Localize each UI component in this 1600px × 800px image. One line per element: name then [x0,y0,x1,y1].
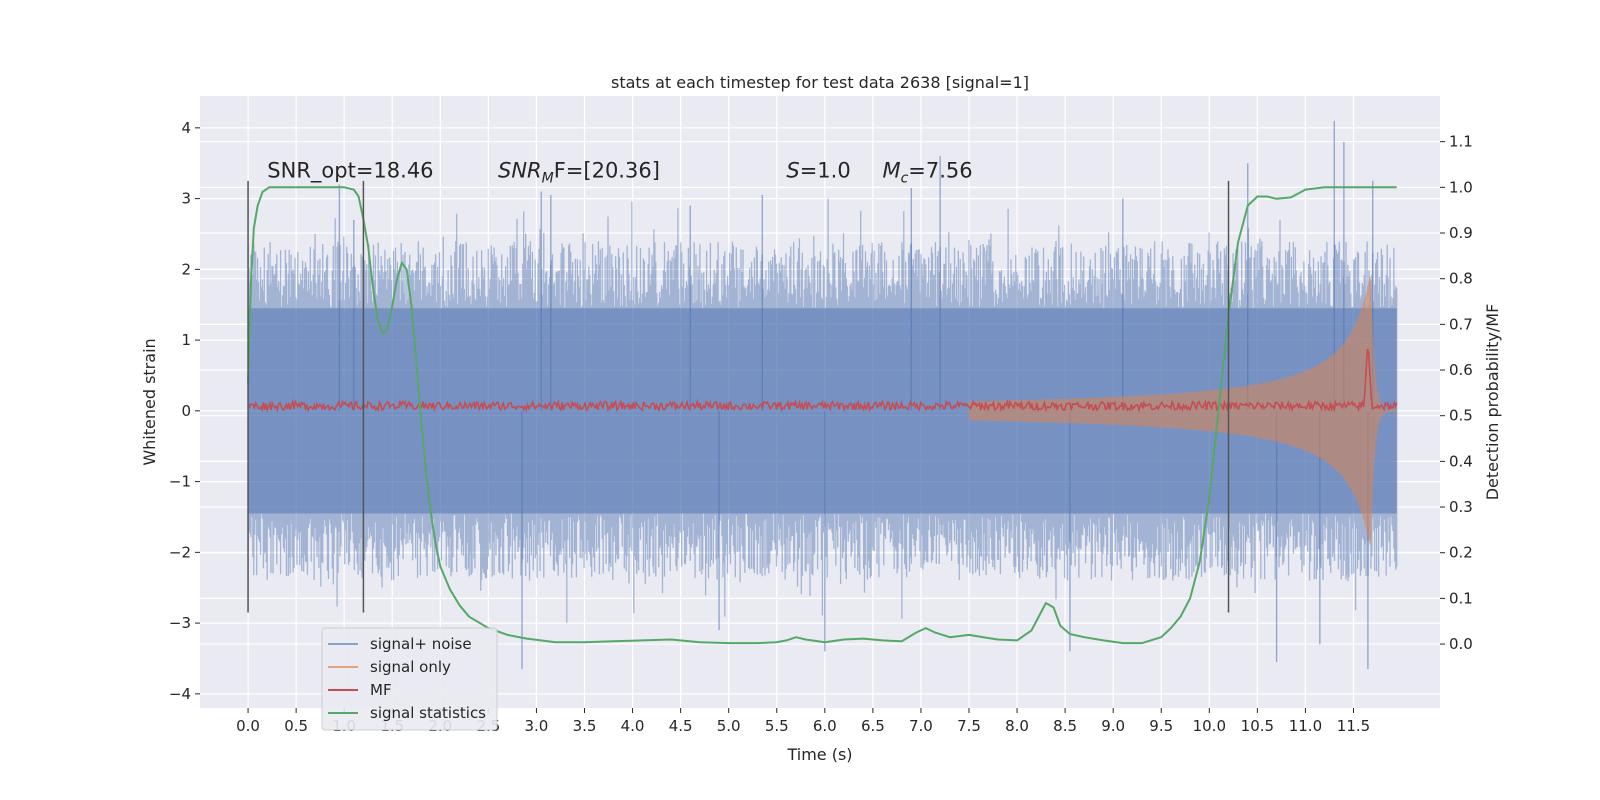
y-right-tick-label: 1.0 [1449,178,1473,196]
annotation-symbol: M [882,158,900,182]
x-tick-label: 5.0 [717,717,741,735]
x-tick-label: 11.0 [1289,717,1322,735]
x-tick-label: 8.5 [1053,717,1077,735]
y-tick-label: 2 [181,260,191,278]
x-tick-label: 6.0 [813,717,837,735]
y-right-tick-label: 0.6 [1449,361,1473,379]
x-tick-label: 6.5 [861,717,885,735]
annotations: SNR_opt=18.46 SNRMF=[20.36] S=1.0 Mc=7.56 [267,158,972,186]
y-right-tick-label: 0.2 [1449,544,1473,562]
plot-content [247,120,1398,670]
x-tick-label: 7.5 [957,717,981,735]
y-tick-label: −1 [169,473,191,491]
annotation-symbol: SNR [498,158,542,182]
x-tick-label: 10.5 [1241,717,1274,735]
y-tick-label: −2 [169,543,191,561]
y-axis-title: Whitened strain [140,338,159,465]
x-tick-label: 3.0 [525,717,549,735]
y-right-tick-label: 1.1 [1449,133,1473,151]
x-tick-label: 0.0 [236,717,260,735]
legend-label: signal statistics [370,704,486,722]
x-tick-label: 4.5 [669,717,693,735]
x-tick-label: 4.0 [621,717,645,735]
x-axis-title: Time (s) [786,745,852,764]
x-tick-label: 3.5 [573,717,597,735]
y-right-tick-label: 0.1 [1449,589,1473,607]
annotation-subscript: M [542,170,554,186]
legend-label: MF [370,681,392,699]
y-tick-label: 0 [181,402,191,420]
x-tick-label: 0.5 [284,717,308,735]
legend-frame [321,627,498,731]
annotation-text: SNR_opt=18.46 [267,158,433,183]
legend: signal+ noise signal only MF signal statist… [321,627,498,731]
x-tick-label: 9.0 [1101,717,1125,735]
annotation-value: =7.56 [908,158,972,182]
annotation-text: Mc=7.56 [882,158,972,186]
x-tick-label: 7.0 [909,717,933,735]
x-tick-label: 11.5 [1337,717,1370,735]
y-right-tick-label: 0.3 [1449,498,1473,516]
series-mf [248,348,1398,413]
mf-line [248,348,1398,413]
y-right-tick-label: 0.4 [1449,452,1473,470]
y-tick-label: 4 [181,119,191,137]
y-right-tick-label: 0.9 [1449,224,1473,242]
chart-title: stats at each timestep for test data 263… [611,73,1029,92]
y-tick-label: −4 [169,685,191,703]
annotation-value: =1.0 [800,158,851,182]
x-tick-label: 8.0 [1005,717,1029,735]
annotation-symbol: S [786,158,799,182]
y-axis-right-title: Detection probability/MF [1483,304,1502,501]
annotation-value: F=[20.36] [554,158,660,182]
y-right-tick-label: 0.5 [1449,407,1473,425]
series-signal-statistics [247,186,1397,645]
y-right-tick-label: 0.7 [1449,315,1473,333]
x-tick-label: 5.5 [765,717,789,735]
legend-label: signal+ noise [370,635,472,653]
annotation-subscript: c [901,170,909,186]
x-tick-label: 10.0 [1193,717,1226,735]
y-tick-label: −3 [169,614,191,632]
annotation-text: SNRMF=[20.36] [498,158,660,186]
y-tick-label: 1 [181,331,191,349]
legend-label: signal only [370,658,451,676]
annotation-text: S=1.0 [786,158,850,182]
y-right-tick-label: 0.0 [1449,635,1473,653]
y-right-tick-label: 0.8 [1449,270,1473,288]
x-tick-label: 9.5 [1149,717,1173,735]
y-tick-label: 3 [181,190,191,208]
overlay [247,180,1397,645]
